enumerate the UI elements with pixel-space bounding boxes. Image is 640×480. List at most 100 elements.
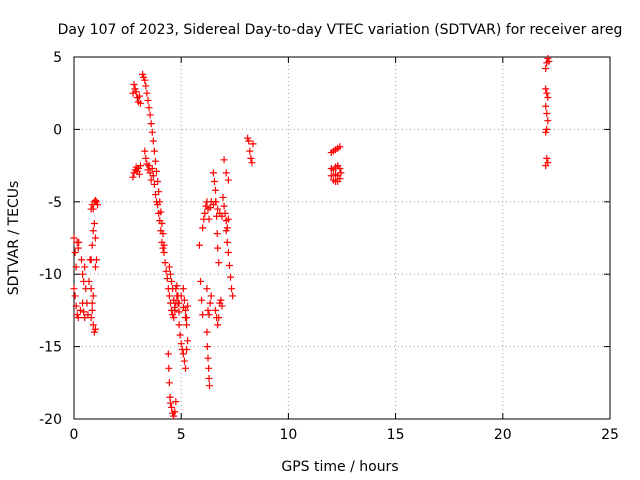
data-point — [215, 259, 223, 267]
data-point — [173, 282, 181, 290]
data-point — [141, 76, 149, 84]
y-tick-label: 5 — [53, 50, 62, 66]
data-point — [85, 277, 93, 285]
data-point — [89, 205, 97, 213]
x-tick-label: 25 — [601, 427, 619, 443]
data-point — [165, 292, 173, 300]
data-point — [212, 198, 220, 206]
data-point — [75, 238, 83, 246]
data-point — [71, 292, 79, 300]
data-point — [180, 357, 188, 365]
data-point — [545, 57, 553, 65]
data-point — [542, 102, 550, 110]
data-point — [175, 299, 183, 307]
data-point — [222, 227, 230, 235]
x-tick-label: 5 — [177, 427, 186, 443]
data-point — [327, 172, 335, 180]
data-point — [91, 234, 99, 242]
data-point — [171, 408, 179, 416]
data-point — [221, 209, 229, 217]
data-point — [165, 364, 173, 372]
data-point — [183, 321, 191, 329]
data-point — [229, 292, 237, 300]
data-point — [89, 321, 97, 329]
y-tick-label: -10 — [39, 267, 62, 283]
data-point — [93, 256, 101, 264]
x-tick-label: 10 — [279, 427, 297, 443]
data-point — [213, 212, 221, 220]
data-point — [88, 299, 96, 307]
data-point — [155, 209, 163, 217]
data-point — [72, 302, 80, 310]
data-point — [224, 176, 232, 184]
data-point — [224, 248, 232, 256]
data-point — [150, 180, 158, 188]
data-point — [199, 311, 207, 319]
data-point — [184, 302, 192, 310]
data-point — [204, 354, 212, 362]
data-point — [224, 215, 232, 223]
data-point — [205, 215, 213, 223]
data-point — [161, 259, 169, 267]
data-point — [544, 117, 552, 125]
x-tick-label: 15 — [387, 427, 405, 443]
data-point — [542, 128, 550, 136]
data-point — [205, 364, 213, 372]
data-point — [165, 263, 173, 271]
data-point — [225, 262, 233, 270]
data-point — [135, 170, 143, 178]
data-point — [334, 172, 342, 180]
data-point — [543, 89, 551, 97]
data-point — [89, 227, 97, 235]
data-point — [81, 263, 89, 271]
data-point — [206, 382, 214, 390]
data-point — [196, 277, 204, 285]
data-point — [542, 65, 550, 73]
data-point — [94, 201, 102, 209]
x-axis-label: GPS time / hours — [281, 459, 398, 475]
data-point — [148, 128, 156, 136]
data-point — [166, 399, 174, 407]
axis-ticks: 0 5 10 15 20 25 5 0 -5 -10 -15 -20 — [39, 50, 619, 443]
data-point — [91, 263, 99, 271]
data-point — [163, 275, 171, 283]
data-point — [160, 248, 168, 256]
data-point — [183, 345, 191, 353]
data-point — [149, 137, 157, 145]
grid-lines — [74, 57, 610, 419]
data-point — [180, 296, 188, 304]
data-point — [544, 94, 552, 102]
data-point — [228, 285, 236, 293]
data-point — [220, 156, 228, 164]
data-point — [218, 302, 226, 310]
data-point — [175, 308, 183, 316]
data-point — [201, 209, 209, 217]
data-point — [336, 143, 344, 151]
plot-frame — [73, 56, 611, 420]
data-point — [151, 157, 159, 165]
data-point — [212, 186, 220, 194]
data-point — [144, 96, 152, 104]
data-point — [89, 292, 97, 300]
data-point — [136, 162, 144, 170]
data-point — [204, 306, 212, 314]
data-point — [222, 169, 230, 177]
data-point — [80, 308, 88, 316]
data-point — [142, 82, 150, 90]
data-point — [181, 306, 189, 314]
data-point — [166, 270, 174, 278]
data-point — [245, 137, 253, 145]
data-point — [156, 217, 164, 225]
data-point — [213, 230, 221, 238]
data-point — [215, 314, 223, 322]
y-tick-label: -20 — [39, 412, 62, 428]
data-point — [76, 306, 84, 314]
data-point — [223, 238, 231, 246]
data-point — [168, 277, 176, 285]
data-point — [195, 241, 203, 249]
data-point — [227, 273, 235, 281]
data-point — [168, 403, 176, 411]
data-point — [71, 248, 79, 256]
data-point — [170, 412, 178, 420]
